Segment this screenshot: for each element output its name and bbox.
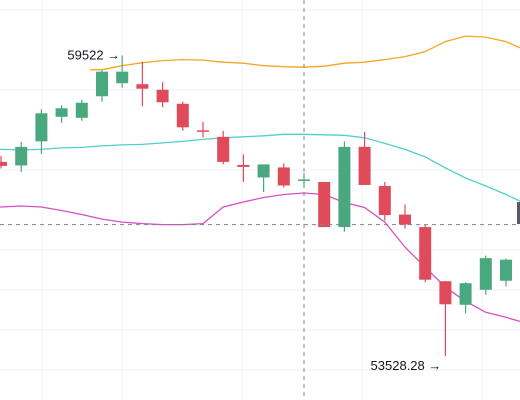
candle-up	[35, 109, 48, 154]
candle-body	[439, 281, 452, 305]
candle-body	[298, 179, 310, 181]
bollinger-middle-line	[0, 133, 520, 205]
candle-body	[15, 146, 28, 166]
candle-down	[176, 101, 189, 131]
candle-body	[338, 146, 351, 228]
candle-up	[55, 105, 68, 123]
bollinger-upper-line	[89, 35, 520, 71]
candle-down	[197, 121, 209, 138]
candle-down	[399, 204, 411, 229]
candle-up	[75, 99, 88, 121]
candle-body	[75, 102, 88, 118]
candle-up	[15, 141, 28, 172]
low-price-label: 53528.28 →	[371, 358, 442, 373]
candle-body	[318, 181, 331, 228]
candle-up	[459, 282, 472, 314]
candle-body	[378, 185, 391, 216]
candle-down	[136, 61, 149, 107]
candle-body	[358, 146, 371, 185]
candle-body	[500, 259, 512, 281]
candle-down	[156, 82, 169, 108]
candle-up	[479, 255, 492, 295]
candle-down	[318, 181, 331, 228]
candle-down	[0, 155, 7, 169]
candle-down	[277, 163, 290, 188]
candle-down	[237, 154, 250, 182]
candle-up	[500, 258, 512, 287]
high-price-label: 59522 →	[67, 48, 120, 63]
candle-body	[237, 164, 250, 167]
candle-up	[338, 141, 351, 232]
candle-down	[419, 224, 432, 283]
candle-up	[96, 70, 108, 102]
candle-body	[257, 164, 270, 178]
candle-body	[96, 71, 108, 97]
candle-up	[257, 164, 270, 192]
candle-body	[35, 113, 48, 142]
candle-body	[55, 108, 68, 117]
candle-down	[217, 130, 230, 165]
candle-body	[419, 227, 432, 280]
bollinger-bands	[0, 35, 520, 324]
candle-down	[358, 131, 371, 185]
candle-down	[378, 181, 391, 221]
candle-body	[479, 258, 492, 290]
candles	[0, 55, 512, 356]
candle-body	[399, 214, 411, 225]
candle-body	[156, 89, 169, 103]
bollinger-lower-line	[0, 192, 520, 324]
candle-body	[197, 130, 209, 132]
candle-body	[0, 161, 7, 166]
candle-down	[439, 281, 452, 356]
candle-body	[116, 71, 129, 84]
candle-body	[176, 103, 189, 128]
candle-up	[116, 55, 129, 88]
scale-edge-marker	[517, 202, 520, 224]
candle-body	[277, 167, 290, 186]
candle-body	[459, 283, 472, 305]
price-annotations: 59522 → 53528.28 →	[67, 48, 441, 373]
candle-body	[136, 84, 149, 89]
candle-body	[217, 136, 230, 162]
